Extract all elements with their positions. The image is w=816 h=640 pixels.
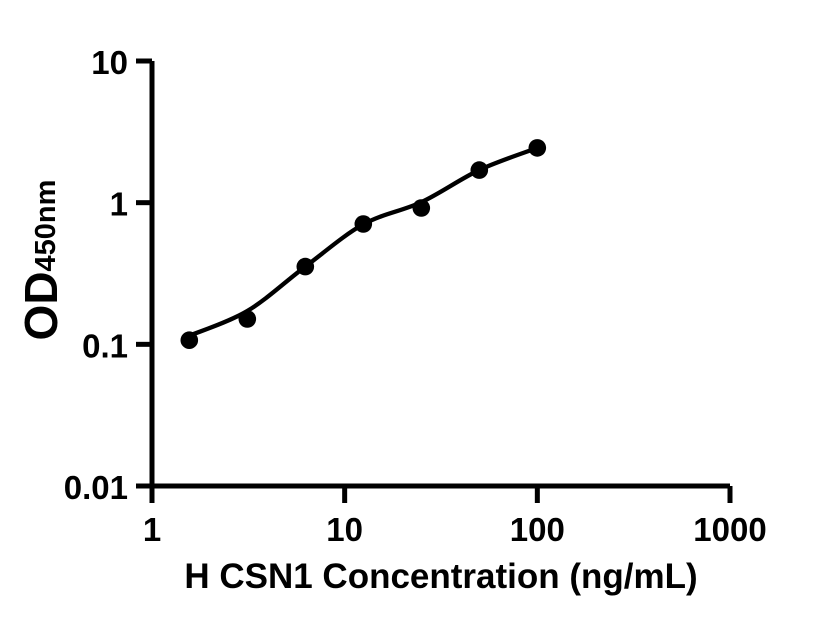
data-point — [470, 161, 489, 179]
y-axis-tick-label: 0.01 — [64, 469, 128, 506]
y-axis-tick-label: 1 — [110, 186, 128, 223]
data-point — [296, 257, 315, 276]
x-axis-tick-label: 10 — [326, 511, 363, 548]
data-point — [412, 199, 431, 217]
x-axis-tick-label: 1000 — [693, 511, 766, 548]
data-point — [354, 215, 373, 233]
data-point — [528, 139, 547, 157]
data-point — [238, 310, 257, 328]
data-point — [180, 331, 199, 350]
x-axis-tick-label: 100 — [510, 511, 565, 548]
axis-lines — [149, 61, 730, 489]
y-axis-title-main: OD — [15, 271, 67, 341]
y-axis-tick-label: 10 — [91, 44, 128, 81]
x-axis-title: H CSN1 Concentration (ng/mL) — [184, 557, 698, 596]
y-axis-title-subscript: 450nm — [30, 179, 62, 272]
y-axis-title: OD450nm — [6, 60, 76, 460]
y-axis-tick-label: 0.1 — [82, 327, 128, 364]
x-axis-tick-label: 1 — [143, 511, 161, 548]
